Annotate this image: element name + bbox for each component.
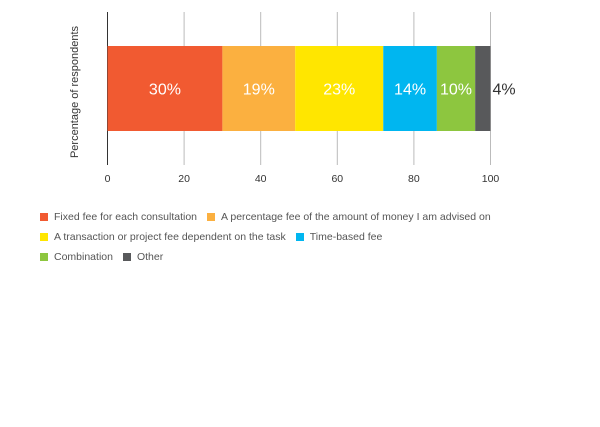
bar-value-label: 19% — [243, 82, 275, 99]
legend-item-percentage-fee: A percentage fee of the amount of money … — [207, 211, 491, 223]
x-tick-label: 20 — [178, 173, 190, 185]
legend-swatch — [295, 233, 304, 241]
legend-swatch — [40, 233, 48, 241]
legend-row: A transaction or project fee dependent o… — [40, 227, 560, 247]
legend-item-other: Other — [122, 251, 164, 263]
bar-value-label: 10% — [440, 82, 472, 99]
legend: Fixed fee for each consultation A percen… — [40, 207, 560, 267]
stacked-bar-chart: Percentage of respondents 30% 19% 23% 14% 10… — [69, 12, 516, 185]
bar-segment — [475, 46, 491, 131]
x-tick-label: 0 — [105, 173, 111, 185]
legend-row: Combination Other — [40, 247, 560, 267]
legend-swatch — [40, 213, 48, 221]
legend-swatch — [122, 253, 131, 261]
bar-segment — [436, 46, 476, 131]
bar-value-label: 14% — [394, 82, 426, 99]
bar-value-label: 30% — [149, 82, 181, 99]
legend-swatch — [207, 213, 216, 221]
bar-segment — [222, 46, 296, 131]
bar-segment — [295, 46, 384, 131]
legend-item-time-based-fee: Time-based fee — [295, 231, 383, 243]
legend-item-fixed-fee: Fixed fee for each consultation — [40, 211, 197, 223]
bar-value-label: 4% — [493, 82, 516, 99]
bar-segment — [383, 46, 437, 131]
legend-row: Fixed fee for each consultation A percen… — [40, 207, 560, 227]
legend-label: Combination — [54, 251, 113, 263]
bar-value-label: 23% — [323, 82, 355, 99]
x-tick-label: 100 — [482, 173, 500, 185]
legend-item-transaction-fee: A transaction or project fee dependent o… — [40, 231, 286, 243]
x-tick-label: 40 — [255, 173, 267, 185]
bar-segment — [107, 46, 223, 131]
legend-swatch — [40, 253, 48, 261]
legend-label: Other — [136, 251, 164, 263]
x-tick-label: 60 — [331, 173, 343, 185]
legend-label: Time-based fee — [309, 231, 383, 243]
legend-label: A percentage fee of the amount of money … — [221, 211, 491, 223]
legend-item-combination: Combination — [40, 251, 113, 263]
x-tick-label: 80 — [408, 173, 420, 185]
legend-label: A transaction or project fee dependent o… — [54, 231, 286, 243]
y-axis-label: Percentage of respondents — [69, 25, 81, 158]
legend-label: Fixed fee for each consultation — [54, 211, 198, 223]
